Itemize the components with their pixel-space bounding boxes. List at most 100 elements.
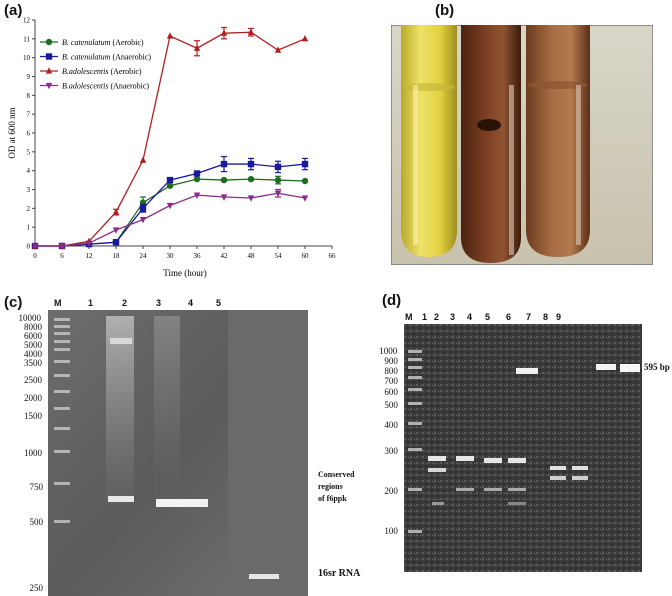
series-4-point bbox=[193, 192, 201, 199]
legend-entry-2: B. catenulatum (Anaerobic) bbox=[62, 53, 151, 62]
series-1-point bbox=[274, 176, 282, 184]
panel-b-label: (b) bbox=[435, 2, 455, 19]
legend-marker bbox=[45, 38, 53, 46]
gel-d-ladder-label: 500 bbox=[384, 400, 398, 410]
series-3-point bbox=[112, 208, 120, 215]
x-tick-label: 42 bbox=[221, 252, 229, 260]
gel-c-ladder-label: 1000 bbox=[24, 448, 42, 458]
y-tick-label: 5 bbox=[27, 148, 31, 156]
gel-d-595-label: 595 bp bbox=[644, 362, 670, 372]
panel-d-label: (d) bbox=[382, 292, 402, 309]
gel-c-lane-label: 4 bbox=[188, 298, 194, 308]
legend-marker bbox=[45, 82, 53, 90]
gel-c-lane4-band bbox=[176, 499, 208, 507]
gel-d-lane-label: 9 bbox=[556, 312, 562, 322]
gel-c-conserved-label-1: Conserved bbox=[318, 470, 355, 479]
series-2-point bbox=[220, 160, 228, 168]
gel-c-ladder-bands bbox=[54, 318, 70, 523]
gel-d-ladder-label: 700 bbox=[384, 376, 398, 386]
x-tick-label: 54 bbox=[275, 252, 283, 260]
y-tick-label: 2 bbox=[27, 205, 31, 213]
series-1-point bbox=[193, 175, 201, 183]
series-3-point bbox=[274, 46, 282, 53]
y-tick-label: 3 bbox=[27, 186, 31, 194]
series-2-point bbox=[193, 170, 201, 177]
series-4-point bbox=[85, 240, 93, 247]
x-tick-label: 12 bbox=[86, 252, 94, 260]
gel-d-ladder-label: 100 bbox=[384, 526, 398, 536]
gel-c-ladder-label: 2000 bbox=[24, 393, 42, 403]
gel-c-extension bbox=[228, 310, 308, 596]
gel-d-lane-label: 1 bbox=[422, 312, 428, 322]
series-line-4 bbox=[35, 192, 306, 247]
gel-c-lane-label: 5 bbox=[216, 298, 222, 308]
legend-marker bbox=[45, 53, 53, 60]
y-tick-label: 6 bbox=[27, 130, 31, 138]
gel-c-lane1-band bbox=[108, 496, 134, 502]
series-4-point bbox=[112, 227, 120, 234]
gel-c-lane-label: 2 bbox=[122, 298, 128, 308]
series-4-point bbox=[166, 202, 174, 210]
x-axis-label: Time (hour) bbox=[163, 268, 206, 278]
gel-c-ladder-label: 250 bbox=[29, 583, 44, 593]
series-2-point bbox=[247, 160, 255, 168]
gel-d-ladder-bands bbox=[408, 350, 422, 533]
gel-c-lane1-smear bbox=[106, 316, 134, 506]
tube-dark-brown bbox=[461, 25, 521, 263]
series-2-point bbox=[274, 163, 282, 171]
y-tick-label: 1 bbox=[27, 224, 31, 232]
x-tick-label: 36 bbox=[194, 252, 202, 260]
series-3-point bbox=[301, 35, 309, 42]
gel-c-16s-band-lane-5-visible bbox=[249, 574, 279, 579]
series-1-point bbox=[166, 182, 174, 189]
series-4-point bbox=[247, 195, 255, 202]
gel-d-595-band-2 bbox=[620, 364, 640, 372]
x-tick-label: 18 bbox=[113, 252, 121, 260]
gel-c-conserved-label-3: of f6ppk bbox=[318, 494, 347, 503]
x-tick-label: 6 bbox=[60, 252, 64, 260]
series-1-point bbox=[301, 177, 309, 185]
gel-d-lane-label: 7 bbox=[526, 312, 532, 322]
y-tick-label: 7 bbox=[27, 111, 31, 119]
gel-c-lane-label: 3 bbox=[156, 298, 162, 308]
series-4-point bbox=[220, 194, 228, 201]
gel-d-lane-label: 2 bbox=[434, 312, 440, 322]
x-tick-label: 30 bbox=[167, 252, 175, 260]
gel-c-ladder-label: 750 bbox=[29, 482, 44, 492]
series-3-point bbox=[193, 44, 201, 51]
series-2-point bbox=[301, 160, 309, 168]
gel-c-ladder-label: 1500 bbox=[24, 411, 42, 421]
gel-c-ladder-label: 4000 bbox=[24, 349, 42, 359]
tube-yellow bbox=[401, 25, 457, 257]
series-4-point bbox=[139, 217, 147, 224]
y-tick-label: 0 bbox=[27, 243, 31, 251]
y-tick-label: 4 bbox=[27, 167, 31, 175]
series-3-point bbox=[220, 29, 228, 36]
gel-d-lane7-band bbox=[516, 368, 538, 374]
gel-d-ladder-label: 200 bbox=[384, 486, 398, 496]
gel-d-ladder-label: 1000 bbox=[379, 346, 398, 356]
gel-c-ladder-label: 500 bbox=[29, 517, 44, 527]
legend-marker bbox=[45, 67, 53, 74]
series-1-point bbox=[247, 175, 255, 183]
series-4-point bbox=[31, 243, 39, 250]
x-tick-label: 66 bbox=[329, 252, 337, 260]
series-2-point bbox=[166, 176, 174, 184]
gel-d-lane-label: 4 bbox=[467, 312, 473, 322]
gel-d-marker-label: M bbox=[405, 312, 413, 322]
culture-tubes-photo bbox=[391, 25, 653, 265]
legend-entry-3: B.adolescentis (Aerobic) bbox=[62, 67, 142, 76]
gel-d-lane-label: 8 bbox=[543, 312, 549, 322]
y-tick-label: 9 bbox=[27, 73, 31, 81]
series-2-point bbox=[112, 239, 120, 246]
series-3-point bbox=[247, 28, 255, 35]
series-2-point bbox=[139, 205, 147, 212]
gel-c-marker-label: M bbox=[54, 298, 62, 308]
y-tick-label: 10 bbox=[23, 54, 31, 62]
gel-c-16s-rna-label: 16sr RNA bbox=[318, 568, 361, 579]
gel-c-ladder-label: 3500 bbox=[24, 358, 42, 368]
gel-d-lane-label: 6 bbox=[506, 312, 512, 322]
gel-d-595-band-1 bbox=[596, 364, 616, 370]
series-line-1 bbox=[35, 178, 306, 247]
